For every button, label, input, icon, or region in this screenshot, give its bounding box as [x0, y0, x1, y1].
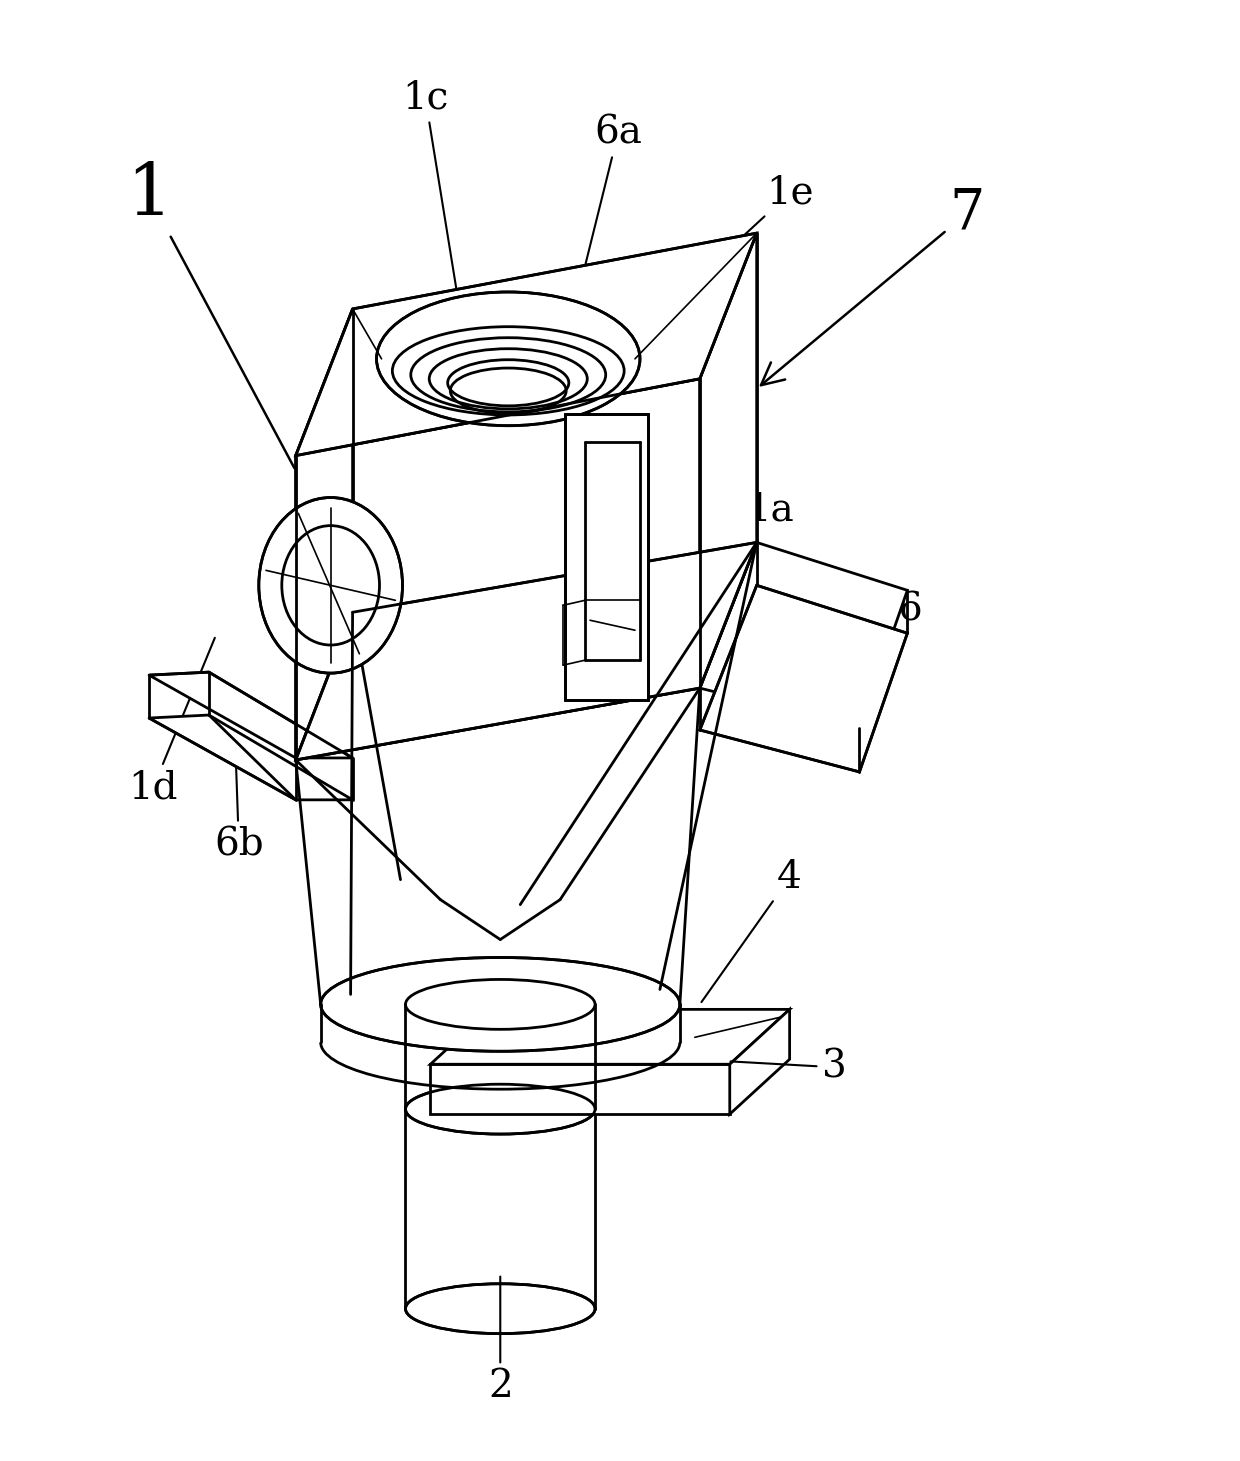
- Polygon shape: [149, 714, 352, 799]
- Ellipse shape: [405, 1284, 595, 1334]
- Polygon shape: [295, 378, 699, 760]
- Text: 1e: 1e: [727, 175, 813, 251]
- Ellipse shape: [321, 957, 680, 1052]
- Polygon shape: [699, 586, 908, 771]
- Text: 1c: 1c: [402, 80, 463, 323]
- Polygon shape: [430, 1010, 790, 1064]
- Text: 3: 3: [730, 1049, 847, 1086]
- Ellipse shape: [377, 292, 640, 425]
- Text: 7: 7: [761, 186, 985, 386]
- Text: 1d: 1d: [128, 638, 215, 806]
- Polygon shape: [565, 413, 649, 700]
- Polygon shape: [730, 1010, 790, 1115]
- Text: 6: 6: [863, 592, 921, 646]
- Text: 4: 4: [702, 859, 802, 1002]
- Ellipse shape: [259, 498, 403, 674]
- Polygon shape: [295, 542, 756, 760]
- Polygon shape: [699, 542, 908, 728]
- Polygon shape: [699, 234, 756, 688]
- Polygon shape: [295, 308, 352, 760]
- Polygon shape: [430, 1064, 730, 1115]
- Text: 5: 5: [849, 659, 892, 697]
- Polygon shape: [149, 672, 352, 758]
- Ellipse shape: [405, 1084, 595, 1134]
- Text: 6b: 6b: [215, 763, 264, 863]
- Text: 1a: 1a: [651, 492, 794, 529]
- Polygon shape: [295, 234, 756, 456]
- Text: 1: 1: [126, 161, 294, 468]
- Text: 6a: 6a: [575, 115, 642, 304]
- Text: 2: 2: [487, 1277, 512, 1405]
